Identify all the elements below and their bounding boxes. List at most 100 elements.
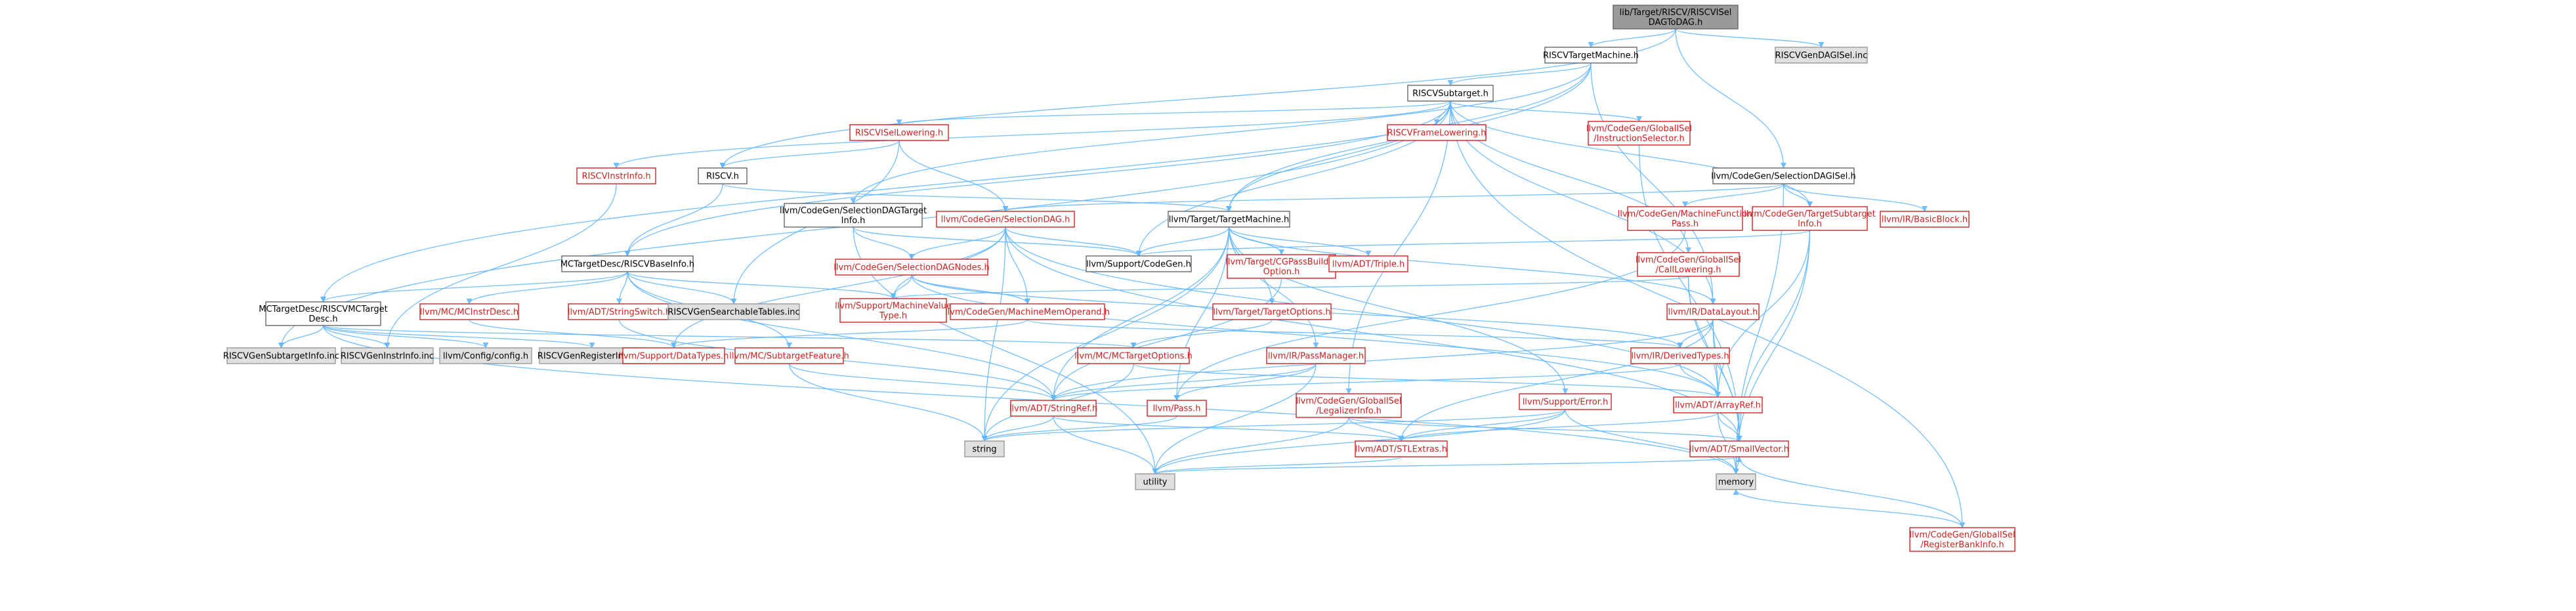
node-datatypes[interactable]: llvm/Support/DataTypes.h (619, 347, 729, 364)
node-stlextras[interactable]: llvm/ADT/STLExtras.h (1355, 440, 1448, 457)
node-pass[interactable]: llvm/Pass.h (1147, 400, 1207, 417)
node-targetopts[interactable]: llvm/Target/TargetOptions.h (1212, 303, 1332, 320)
node-triple[interactable]: llvm/ADT/Triple.h (1328, 255, 1408, 272)
include-edge-root-to-sdagisel (1675, 28, 1787, 169)
node-mmo[interactable]: llvm/CodeGen/MachineMemOperand.h (945, 303, 1110, 320)
include-edge-derivedtypes-to-stringref (1050, 363, 1681, 401)
node-label: llvm/ADT/SmallVector.h (1689, 445, 1789, 455)
node-box (667, 303, 800, 320)
include-edge-subtarget-to-iseltower (896, 100, 1451, 125)
include-edge-subfeat-to-string (788, 363, 988, 442)
node-label: RISCVInstrInfo.h (581, 172, 650, 182)
node-riscvtm[interactable]: RISCVTargetMachine.h (1543, 47, 1639, 64)
node-label: /RegisterBankInfo.h (1920, 540, 2004, 550)
include-edge-riscvh-to-mctd (624, 183, 723, 257)
include-edge-mmo-to-datatypes (671, 319, 1028, 348)
include-edge-targetmachine-to-datalayout (1228, 226, 1716, 305)
node-box (1296, 393, 1402, 418)
node-stringref[interactable]: llvm/ADT/StringRef.h (1009, 400, 1097, 417)
include-edge-mcmctd-to-genreg (322, 325, 595, 348)
include-edge-passmgr-to-stringref (1050, 363, 1317, 401)
include-edge-subtarget-to-legalizer (1345, 100, 1451, 394)
node-box (1630, 347, 1730, 364)
include-edge-cgpbopt-to-stringref (1050, 278, 1282, 401)
node-mctopts[interactable]: llvm/MC/MCTargetOptions.h (1074, 347, 1193, 364)
node-genisel: RISCVGenDAGISel.inc (1775, 47, 1868, 64)
node-gisel_cl[interactable]: llvm/CodeGen/GlobalISel/CallLowering.h (1636, 252, 1741, 277)
node-legalizer[interactable]: llvm/CodeGen/GlobalISel/LegalizerInfo.h (1296, 393, 1402, 418)
include-edge-sdagisel-to-sdag (1002, 183, 1784, 212)
node-subtarget[interactable]: RISCVSubtarget.h (1407, 85, 1494, 102)
node-label: llvm/ADT/ArrayRef.h (1675, 401, 1761, 411)
node-label: llvm/MC/MCTargetOptions.h (1074, 352, 1193, 362)
node-datalayout[interactable]: llvm/IR/DataLayout.h (1666, 303, 1760, 320)
node-gensearch: RISCVGenSearchableTables.inc (667, 303, 800, 320)
include-edge-sdagtinfo-to-supcg (853, 226, 1142, 257)
node-label: RISCVFrameLowering.h (1387, 129, 1486, 138)
node-sdag[interactable]: llvm/CodeGen/SelectionDAG.h (936, 211, 1075, 228)
node-framelow[interactable]: RISCVFrameLowering.h (1387, 124, 1487, 141)
node-label: RISCVGenSubtargetInfo.inc (223, 352, 339, 362)
node-label: llvm/CodeGen/GlobalISel (1909, 530, 2015, 540)
node-riscvh[interactable]: RISCV.h (698, 167, 748, 184)
node-label: RISCVGenRegisterInfo.inc (538, 352, 646, 362)
node-geninstr: RISCVGenInstrInfo.inc (341, 347, 434, 364)
node-passmgr[interactable]: llvm/IR/PassManager.h (1266, 347, 1366, 364)
node-label: Info.h (1798, 219, 1822, 229)
node-box (1227, 254, 1336, 279)
node-label: llvm/Support/DataTypes.h (619, 352, 729, 362)
include-edge-sdag-to-sdagnodes (908, 226, 1006, 260)
node-box (1775, 47, 1868, 64)
node-instrinfo[interactable]: RISCVInstrInfo.h (576, 167, 656, 184)
node-label: /CallLowering.h (1655, 265, 1721, 275)
node-label: RISCVGenDAGISel.inc (1775, 51, 1868, 61)
node-gisel_is[interactable]: llvm/CodeGen/GlobalISel/InstructionSelec… (1586, 121, 1692, 146)
node-label: llvm/Target/TargetOptions.h (1213, 308, 1330, 318)
include-edge-subtarget-to-instrinfo (613, 100, 1451, 169)
include-edge-sdagisel-to-basicblock (1783, 183, 1928, 212)
include-edge-root-to-riscvtm (1588, 28, 1676, 48)
include-edge-gisel_rbi-to-smallvector (1736, 456, 1963, 528)
include-edge-targetmachine-to-pass (1173, 226, 1230, 401)
node-box (1544, 47, 1637, 64)
node-smallvector[interactable]: llvm/ADT/SmallVector.h (1689, 440, 1789, 457)
node-supporterr[interactable]: llvm/Support/Error.h (1519, 393, 1612, 410)
include-edge-subtarget-to-targetmachine (1225, 100, 1451, 212)
node-box (734, 347, 844, 364)
node-iseltower[interactable]: RISCVISelLowering.h (849, 124, 949, 141)
node-sdagnodes[interactable]: llvm/CodeGen/SelectionDAGNodes.h (834, 259, 990, 276)
node-box (1147, 400, 1207, 417)
include-edge-smallvector-to-utility (1152, 456, 1740, 474)
node-label: llvm/Support/CodeGen.h (1086, 260, 1191, 270)
node-arrayref[interactable]: llvm/ADT/ArrayRef.h (1673, 396, 1763, 413)
node-mctd[interactable]: MCTargetDesc/RISCVBaseInfo.h (560, 255, 694, 272)
node-strswitch[interactable]: llvm/ADT/StringSwitch.h (568, 303, 671, 320)
node-targetmachine[interactable]: llvm/Target/TargetMachine.h (1168, 211, 1290, 228)
node-derivedtypes[interactable]: llvm/IR/DerivedTypes.h (1630, 347, 1730, 364)
node-label: llvm/IR/DerivedTypes.h (1631, 352, 1729, 362)
node-box (265, 301, 381, 326)
edge-layer (278, 28, 1966, 528)
node-mcinstrdesc[interactable]: llvm/MC/MCInstrDesc.h (419, 303, 519, 320)
node-basicblock[interactable]: llvm/IR/BasicBlock.h (1880, 211, 1970, 228)
include-edge-arrayref-to-smallvector (1717, 412, 1742, 442)
node-gensubtarget: RISCVGenSubtargetInfo.inc (223, 347, 339, 364)
node-subfeat[interactable]: llvm/MC/SubtargetFeature.h (729, 347, 849, 364)
node-label: Pass.h (1672, 219, 1699, 229)
node-supcg[interactable]: llvm/Support/CodeGen.h (1086, 255, 1192, 272)
node-label: MCTargetDesc/RISCVMCTarget (259, 305, 387, 314)
node-box (1673, 396, 1763, 413)
node-sdagisel[interactable]: llvm/CodeGen/SelectionDAGISel.h (1711, 167, 1856, 184)
node-box (1266, 347, 1366, 364)
include-edge-stringref-to-stlextras (1053, 415, 1404, 442)
node-gisel_rbi[interactable]: llvm/CodeGen/GlobalISel/RegisterBankInfo… (1909, 527, 2016, 552)
node-label: llvm/MC/SubtargetFeature.h (729, 352, 849, 362)
